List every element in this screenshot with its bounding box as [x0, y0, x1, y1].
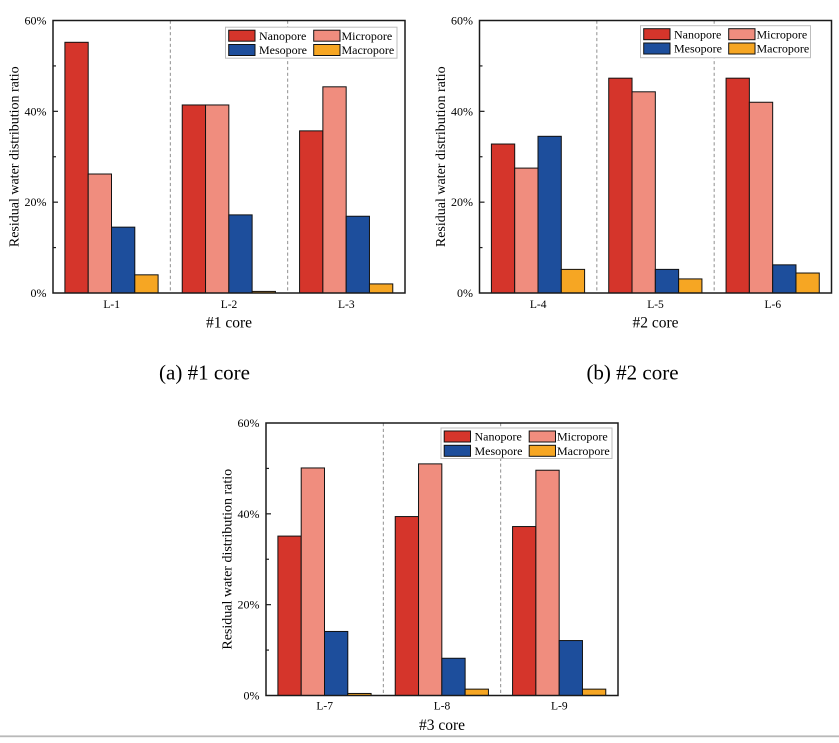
svg-text:0%: 0%	[31, 286, 47, 300]
svg-text:#2 core: #2 core	[632, 314, 678, 331]
svg-text:L-5: L-5	[647, 299, 664, 311]
svg-text:Nanopore: Nanopore	[259, 29, 306, 43]
svg-text:Residual water distribution ra: Residual water distribution ratio	[434, 66, 449, 247]
svg-text:L-9: L-9	[551, 701, 568, 713]
svg-text:L-8: L-8	[434, 701, 451, 713]
svg-text:0%: 0%	[244, 689, 260, 703]
svg-text:Micropore: Micropore	[342, 29, 393, 43]
svg-text:60%: 60%	[451, 14, 473, 28]
svg-text:Mesopore: Mesopore	[475, 444, 523, 458]
svg-text:20%: 20%	[238, 598, 260, 612]
svg-text:Residual water distribution ra: Residual water distribution ratio	[221, 469, 236, 650]
svg-text:40%: 40%	[25, 104, 47, 118]
svg-text:#3 core: #3 core	[419, 717, 465, 734]
svg-text:60%: 60%	[25, 14, 47, 28]
svg-text:60%: 60%	[238, 416, 260, 430]
svg-text:Macropore: Macropore	[342, 43, 395, 57]
svg-text:Residual water distribution ra: Residual water distribution ratio	[8, 66, 23, 247]
svg-text:L-7: L-7	[316, 701, 333, 713]
svg-text:20%: 20%	[25, 195, 47, 209]
svg-text:Nanopore: Nanopore	[674, 27, 721, 41]
svg-text:L-4: L-4	[530, 299, 547, 311]
svg-text:Micropore: Micropore	[557, 430, 608, 444]
svg-text:0%: 0%	[457, 286, 473, 300]
svg-text:Micropore: Micropore	[757, 27, 808, 41]
svg-text:(b) #2 core: (b) #2 core	[586, 361, 678, 385]
svg-text:#1 core: #1 core	[206, 314, 252, 331]
svg-text:40%: 40%	[451, 104, 473, 118]
svg-text:40%: 40%	[238, 507, 260, 521]
svg-text:Macropore: Macropore	[557, 444, 610, 458]
svg-text:L-3: L-3	[338, 299, 355, 311]
svg-text:Mesopore: Mesopore	[259, 43, 307, 57]
svg-text:L-2: L-2	[221, 299, 238, 311]
svg-text:Nanopore: Nanopore	[475, 430, 522, 444]
svg-text:L-1: L-1	[103, 299, 120, 311]
svg-text:Macropore: Macropore	[757, 42, 810, 56]
svg-text:L-6: L-6	[765, 299, 782, 311]
svg-text:20%: 20%	[451, 195, 473, 209]
svg-text:Mesopore: Mesopore	[674, 42, 722, 56]
svg-text:(a) #1 core: (a) #1 core	[159, 361, 250, 385]
